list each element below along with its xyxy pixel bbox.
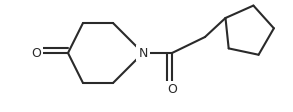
Text: O: O — [167, 83, 177, 96]
Text: N: N — [138, 47, 148, 60]
Text: O: O — [31, 47, 41, 60]
